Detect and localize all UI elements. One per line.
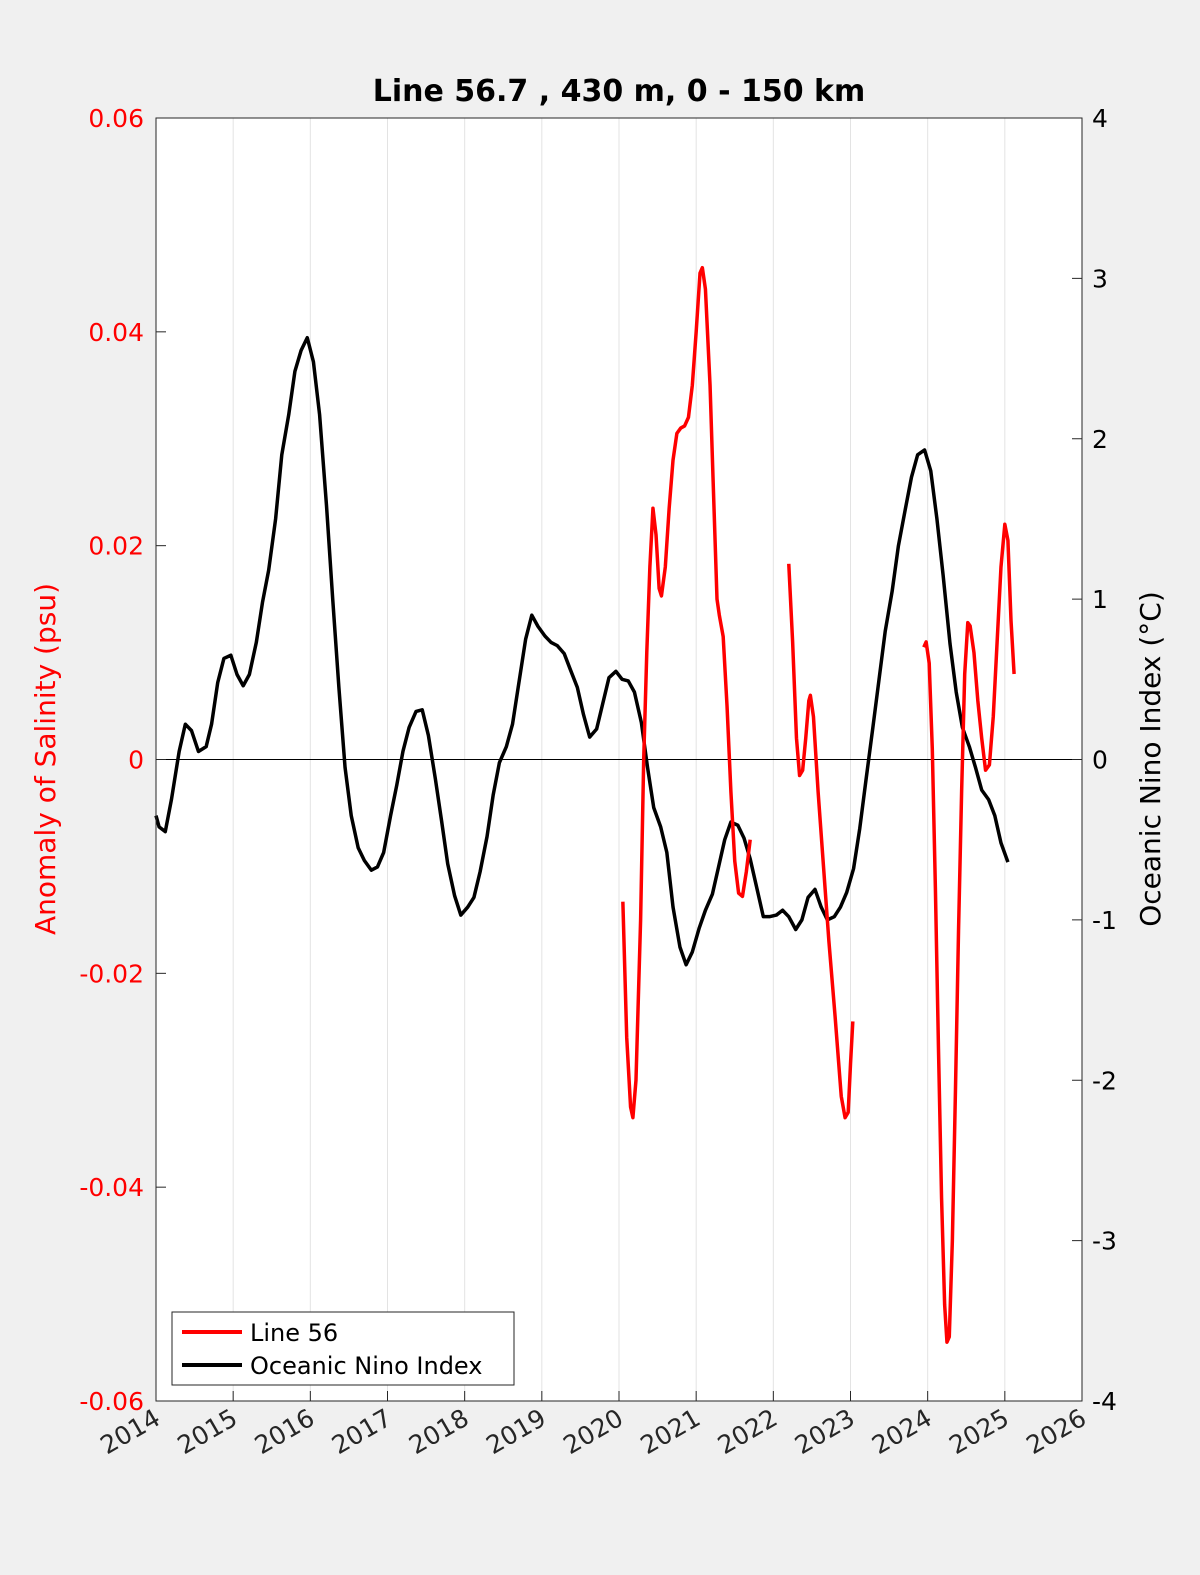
x-tick-label: 2024: [867, 1403, 937, 1460]
series-line-oni: [154, 335, 1010, 967]
x-tick-label: 2015: [173, 1403, 243, 1460]
y-left-tick-label: 0: [128, 746, 144, 775]
y-left-tick-label: -0.04: [79, 1173, 144, 1202]
y-right-tick-label: 2: [1092, 425, 1108, 454]
x-tick-label: 2023: [790, 1403, 860, 1460]
chart-title: Line 56.7 , 430 m, 0 - 150 km: [373, 74, 866, 109]
y-right-tick-label: -1: [1092, 906, 1117, 935]
y-right-tick-label: 1: [1092, 585, 1108, 614]
series-line-line-56: [787, 563, 855, 1120]
x-tick-label: 2018: [404, 1403, 474, 1460]
x-tick-label: 2017: [327, 1403, 397, 1460]
y-left-tick-label: 0.04: [88, 318, 144, 347]
y-left-tick-label: -0.02: [79, 959, 144, 988]
x-tick-label: 2026: [1021, 1403, 1091, 1460]
right-axis-label: Oceanic Nino Index (°C): [1134, 591, 1167, 927]
y-right-tick-label: -4: [1092, 1387, 1117, 1416]
y-left-tick-label: -0.06: [79, 1387, 144, 1416]
legend-label-line-56: Line 56: [250, 1319, 338, 1347]
y-right-tick-label: 0: [1092, 746, 1108, 775]
y-right-tick-label: -2: [1092, 1066, 1117, 1095]
x-tick-label: 2020: [558, 1403, 628, 1460]
y-right-tick-label: -3: [1092, 1227, 1117, 1256]
legend: Line 56 Oceanic Nino Index: [171, 1311, 515, 1386]
series-layer: [154, 265, 1016, 1344]
x-tick-label: 2019: [481, 1403, 551, 1460]
y-right-tick-label: 4: [1092, 104, 1108, 133]
series-line-line-56: [922, 522, 1016, 1344]
left-axis-label: Anomaly of Salinity (psu): [29, 583, 62, 935]
x-tick-label: 2022: [713, 1403, 783, 1460]
x-tick-label: 2025: [944, 1403, 1014, 1460]
x-tick-label: 2021: [636, 1403, 706, 1460]
legend-box: [171, 1311, 515, 1386]
x-tick-label: 2016: [250, 1403, 320, 1460]
y-right-tick-label: 3: [1092, 264, 1108, 293]
series-line-line-56: [621, 265, 752, 1120]
legend-label-oni: Oceanic Nino Index: [250, 1352, 482, 1380]
y-left-tick-label: 0.06: [88, 104, 144, 133]
y-left-tick-label: 0.02: [88, 532, 144, 561]
